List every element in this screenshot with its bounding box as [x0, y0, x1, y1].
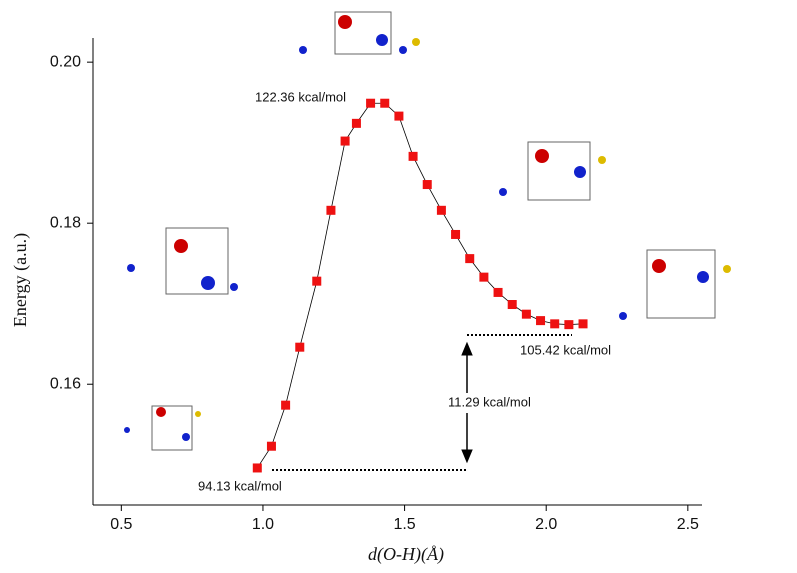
- annotation: 11.29 kcal/mol: [448, 394, 531, 409]
- x-tick-label: 2.0: [535, 516, 557, 533]
- annotation: 122.36 kcal/mol: [255, 89, 346, 104]
- x-tick-label: 1.5: [393, 516, 415, 533]
- x-tick-label: 1.0: [252, 516, 274, 533]
- data-point: [508, 300, 517, 309]
- data-point: [579, 319, 588, 328]
- annotation: 105.42 kcal/mol: [520, 342, 611, 357]
- data-point: [253, 463, 262, 472]
- data-point: [267, 442, 276, 451]
- data-point: [366, 99, 375, 108]
- x-axis-label: d(O-H)(Å): [368, 544, 444, 565]
- data-point: [295, 343, 304, 352]
- y-tick-label: 0.16: [50, 375, 81, 392]
- y-axis-label: Energy (a.u.): [10, 233, 31, 327]
- data-point: [465, 254, 474, 263]
- data-point: [380, 99, 389, 108]
- annotation: 94.13 kcal/mol: [198, 478, 282, 493]
- data-point: [423, 180, 432, 189]
- chart: 122.36 kcal/mol 105.42 kcal/mol 94.13 kc…: [0, 0, 797, 573]
- data-point: [409, 152, 418, 161]
- data-point: [550, 319, 559, 328]
- data-point: [479, 273, 488, 282]
- data-point: [281, 401, 290, 410]
- data-point: [494, 288, 503, 297]
- data-point: [522, 310, 531, 319]
- y-tick-label: 0.20: [50, 53, 81, 70]
- data-point: [326, 206, 335, 215]
- x-tick-label: 0.5: [110, 516, 132, 533]
- data-point: [451, 230, 460, 239]
- data-point: [437, 206, 446, 215]
- data-point: [536, 316, 545, 325]
- data-point: [312, 277, 321, 286]
- data-point: [341, 137, 350, 146]
- data-point: [394, 112, 403, 121]
- molecules: [124, 12, 731, 450]
- x-tick-label: 2.5: [677, 516, 699, 533]
- data-point: [564, 320, 573, 329]
- data-point: [352, 119, 361, 128]
- y-tick-label: 0.18: [50, 214, 81, 231]
- series-line: [257, 103, 583, 468]
